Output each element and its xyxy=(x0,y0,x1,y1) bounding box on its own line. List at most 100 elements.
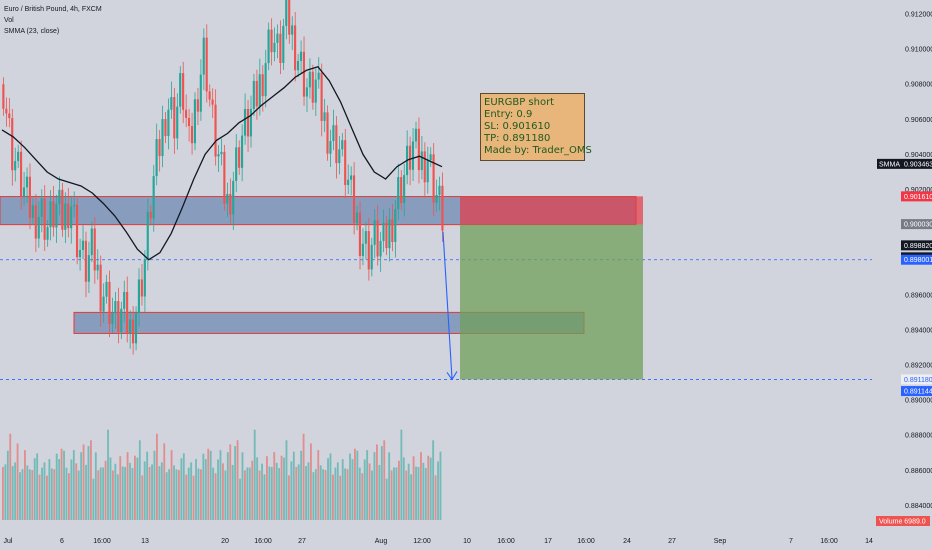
volume-bar xyxy=(234,446,237,520)
volume-bar xyxy=(339,475,342,520)
candle-body xyxy=(432,154,435,203)
volume-bar xyxy=(283,457,285,520)
smma-path xyxy=(1,65,443,261)
price-tick-label: 0.904000 xyxy=(905,152,932,159)
time-tick-label: 10 xyxy=(463,538,471,545)
volume-bar xyxy=(109,457,112,520)
volume-bar xyxy=(153,450,156,520)
volume-bar xyxy=(324,470,327,520)
volume-bar xyxy=(134,455,136,520)
volume-bar xyxy=(407,463,410,520)
time-tick-label: 14 xyxy=(865,538,873,545)
volume-indicator-label[interactable]: Vol xyxy=(4,17,14,24)
volume-bar xyxy=(310,443,312,520)
candle-body xyxy=(155,139,158,177)
volume-bar xyxy=(148,466,151,520)
volume-bar xyxy=(60,448,63,520)
time-tick-label: 16:00 xyxy=(93,538,111,545)
time-tick-label: 6 xyxy=(60,538,64,545)
candle-body xyxy=(190,126,194,144)
volume-bar xyxy=(131,468,134,520)
volume-bar xyxy=(422,462,425,520)
volume-bar xyxy=(11,466,14,520)
candle-body xyxy=(52,201,55,228)
candle-body xyxy=(308,71,311,88)
volume-bar xyxy=(70,459,73,520)
candle-body xyxy=(282,25,285,63)
volume-bar xyxy=(43,462,46,520)
volume-bar xyxy=(412,456,415,520)
symbol-title[interactable]: Euro / British Pound, 4h, FXCM xyxy=(4,6,102,13)
volume-bar xyxy=(141,475,144,520)
volume-bar xyxy=(97,470,100,520)
volume-bar xyxy=(317,450,320,520)
smma-indicator-label[interactable]: SMMA (23, close) xyxy=(4,28,60,35)
volume-bar xyxy=(2,466,4,520)
candle-body xyxy=(261,74,264,97)
time-tick-label: 16:00 xyxy=(497,538,515,545)
volume-bar xyxy=(439,451,442,520)
price-tick-label: 0.912000 xyxy=(905,12,932,19)
volume-bar xyxy=(402,457,405,520)
time-axis[interactable]: Jul 6 16:00 13 20 16:00 27 Aug 12:00 10 16:00 17 16:… xyxy=(4,538,873,545)
candle-body xyxy=(400,177,403,204)
candle-body xyxy=(164,119,167,137)
volume-bar xyxy=(146,451,149,520)
price-tick-label: 0.890000 xyxy=(905,398,932,405)
candle-body xyxy=(352,175,356,224)
volume-bar xyxy=(398,460,400,520)
volume-bar xyxy=(50,468,53,520)
candle-body xyxy=(49,201,52,228)
candle-body xyxy=(217,154,220,157)
price-tag-label: 0.898001 xyxy=(904,257,932,264)
candle-body xyxy=(276,33,279,43)
candle-body xyxy=(5,108,8,114)
smma-line xyxy=(1,65,443,261)
volume-bar xyxy=(53,469,56,520)
time-tick-label: 7 xyxy=(789,538,793,545)
candle-body xyxy=(93,228,96,271)
candle-body xyxy=(75,204,79,258)
trade-note[interactable]: EURGBP short Entry: 0.9 SL: 0.901610 TP:… xyxy=(480,93,592,161)
candle-body xyxy=(344,140,347,185)
candle-body xyxy=(296,61,300,71)
candle-body xyxy=(243,108,247,136)
volume-bar xyxy=(129,462,131,520)
volume-bar xyxy=(434,475,437,520)
candle-body xyxy=(347,179,350,185)
volume-bar xyxy=(24,450,26,520)
volume-bar xyxy=(217,459,219,520)
candle-body xyxy=(64,203,67,230)
candle-body xyxy=(291,25,294,35)
volume-bar xyxy=(358,467,361,520)
candle-body xyxy=(129,319,132,334)
candle-body xyxy=(311,71,314,103)
forecast-arrow-shaft xyxy=(442,231,453,379)
volume-bar xyxy=(94,452,97,520)
candle-body xyxy=(149,211,152,219)
volume-bar xyxy=(275,462,278,520)
candle-body xyxy=(379,240,382,257)
candle-body xyxy=(408,145,412,170)
volume-bar xyxy=(378,464,381,520)
candle-body xyxy=(426,160,429,183)
candle-body xyxy=(28,176,31,219)
candle-body xyxy=(255,80,258,107)
volume-bar xyxy=(229,444,232,520)
trade-drawings[interactable] xyxy=(442,196,643,381)
volume-bar xyxy=(33,458,36,520)
price-tick-label: 0.896000 xyxy=(905,292,932,299)
volume-bar xyxy=(9,433,12,520)
candle-body xyxy=(31,205,34,219)
candle-body xyxy=(167,109,170,137)
candle-body xyxy=(394,209,397,243)
candle-body xyxy=(143,259,146,297)
volume-bar xyxy=(187,467,190,520)
time-tick-label: Jul xyxy=(4,538,13,545)
candle-body xyxy=(288,0,291,35)
candle-body xyxy=(358,212,361,256)
volume-bar xyxy=(248,467,251,520)
note-line-2: Entry: 0.9 xyxy=(484,109,533,120)
time-tick-label: Aug xyxy=(375,538,388,545)
